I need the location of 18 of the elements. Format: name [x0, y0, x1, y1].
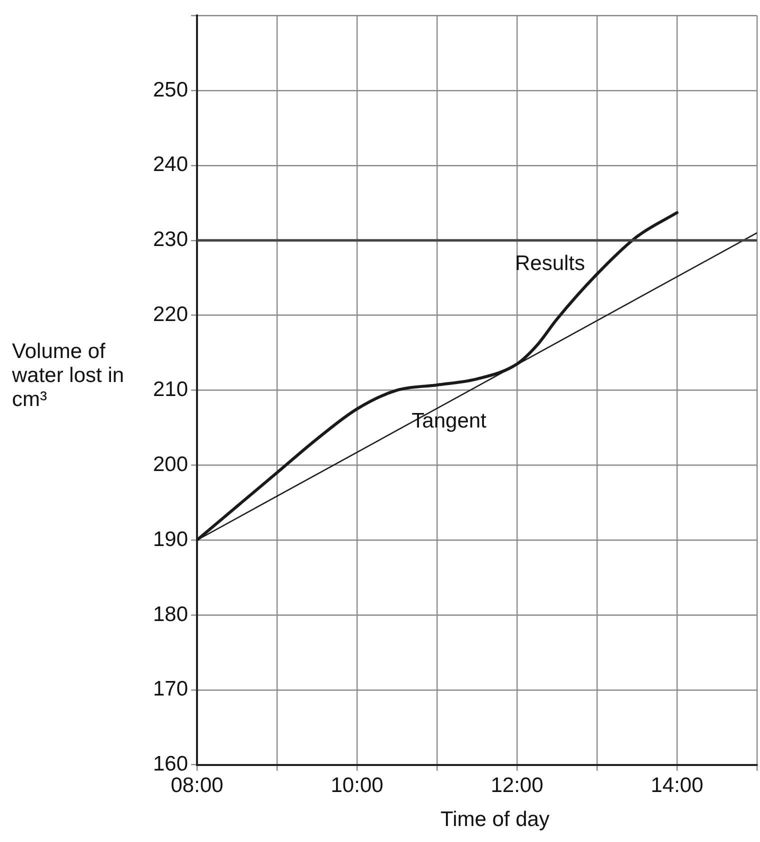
x-tick-label: 14:00: [650, 774, 704, 798]
y-tick-label: 170: [152, 678, 188, 701]
y-tick-label: 190: [152, 528, 188, 551]
y-axis-title: Volume of water lost in cm³: [12, 340, 126, 412]
y-tick-label: 250: [152, 78, 188, 102]
y-tick-label: 180: [152, 602, 188, 626]
y-tick-label: 240: [152, 153, 188, 176]
x-tick-label: 12:00: [490, 774, 544, 798]
y-tick-label: 200: [152, 452, 188, 476]
y-tick-label: 210: [152, 378, 188, 401]
series-label: Tangent: [412, 410, 487, 433]
series-label: Results: [514, 252, 586, 275]
x-tick-label: 08:00: [170, 774, 224, 798]
y-tick-label: 160: [152, 752, 188, 776]
x-axis-title: Time of day: [440, 808, 550, 832]
y-tick-label: 220: [152, 303, 188, 326]
y-tick-label: 230: [152, 228, 188, 252]
x-tick-label: 10:00: [330, 774, 384, 798]
